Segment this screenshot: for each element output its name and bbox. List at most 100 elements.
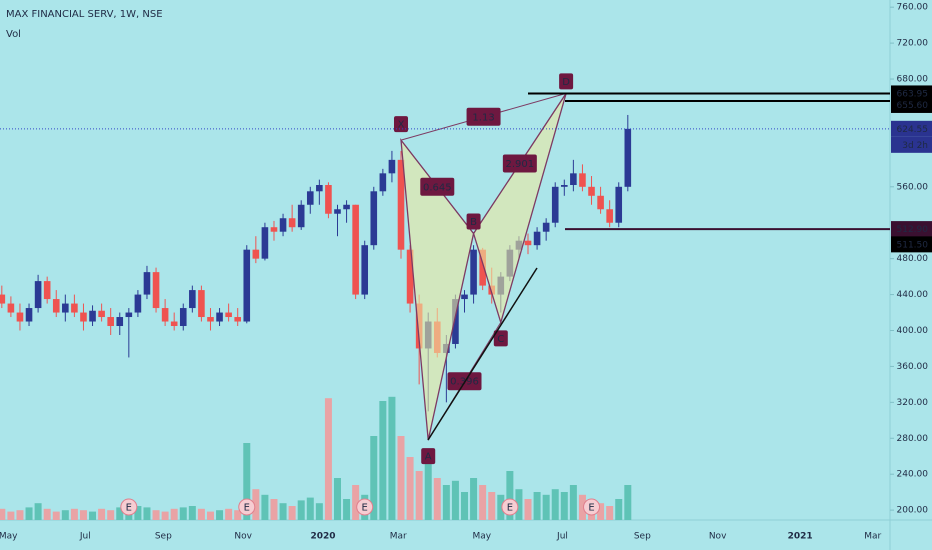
- candle-body: [16, 312, 24, 322]
- volume-bar: [70, 508, 78, 520]
- volume-bar: [424, 464, 432, 520]
- volume-bar: [197, 508, 205, 520]
- countdown-label: 3d 2h: [902, 141, 928, 151]
- volume-bar: [597, 503, 605, 520]
- volume-bar: [343, 499, 351, 520]
- candle-body: [306, 191, 314, 205]
- candle-body: [297, 204, 305, 228]
- candle-body: [107, 317, 114, 327]
- countdown-label-box: [891, 136, 932, 153]
- candle-body: [34, 281, 42, 309]
- volume-bar: [0, 508, 6, 520]
- earnings-label: E: [362, 503, 368, 514]
- volume-bar: [352, 485, 360, 520]
- volume-bar: [415, 471, 423, 520]
- volume-bar: [470, 478, 478, 520]
- ratio-label: 1.13: [472, 112, 494, 123]
- ratio-box: [420, 177, 455, 196]
- indicator-label: Vol: [6, 29, 21, 40]
- earnings-marker: [583, 498, 601, 516]
- candle-body: [98, 310, 105, 318]
- volume-bar: [615, 499, 623, 520]
- volume-bar: [116, 507, 124, 520]
- candle-body: [7, 303, 15, 313]
- x-tick-label: May: [472, 532, 491, 542]
- trend-line: [427, 267, 538, 441]
- volume-bar: [134, 506, 142, 520]
- candle-body: [533, 231, 541, 246]
- candle-body: [52, 299, 60, 313]
- candle-body: [397, 159, 405, 250]
- volume-bar: [406, 457, 414, 520]
- y-tick-label: 440.00: [897, 290, 929, 300]
- ratio-label: 0.645: [423, 182, 452, 193]
- pattern-point-label: B: [470, 217, 477, 228]
- ratio-box: [502, 154, 537, 173]
- candle-body: [270, 227, 278, 232]
- candle-body: [597, 195, 604, 210]
- x-tick-label: Nov: [709, 532, 727, 542]
- ratio-box: [466, 107, 501, 126]
- volume-bar: [624, 485, 632, 520]
- volume-bar: [461, 492, 469, 520]
- x-tick-label: Jul: [79, 532, 91, 542]
- y-tick-label: 280.00: [897, 434, 929, 444]
- candle-body: [542, 222, 550, 232]
- volume-bar: [606, 506, 614, 520]
- earnings-marker: [238, 498, 256, 516]
- volume-bar: [569, 485, 577, 520]
- candle-body: [606, 209, 613, 223]
- candle-body: [225, 312, 232, 318]
- volume-bar: [333, 478, 341, 520]
- volume-bar: [442, 485, 450, 520]
- candle-body: [406, 249, 414, 304]
- level-label-box: [891, 236, 932, 253]
- candle-body: [207, 317, 214, 322]
- earnings-label: E: [244, 503, 250, 514]
- volume-bar: [243, 443, 251, 520]
- candle-body: [125, 312, 133, 318]
- candle-body: [161, 308, 169, 322]
- candle-body: [243, 249, 251, 322]
- level-label: 655.60: [897, 101, 929, 111]
- candle-body: [370, 191, 378, 246]
- candle-body: [479, 249, 486, 286]
- candle-body: [143, 272, 151, 295]
- ratio-label: 2.901: [506, 159, 535, 170]
- volume-bar: [61, 510, 69, 520]
- volume-bar: [234, 510, 242, 520]
- volume-bar: [89, 511, 97, 520]
- level-label: 512.90: [897, 225, 929, 235]
- volume-bar: [542, 494, 550, 520]
- earnings-marker: [501, 498, 519, 516]
- pattern-point-label: A: [425, 452, 432, 463]
- volume-bar: [370, 436, 378, 520]
- pattern-point: [559, 73, 574, 90]
- candle-body: [279, 218, 287, 232]
- y-tick-label: 720.00: [897, 39, 929, 49]
- candle-body: [524, 240, 532, 246]
- volume-bar: [506, 471, 514, 520]
- candle-body: [116, 317, 124, 327]
- candle-body: [615, 186, 623, 223]
- last-price-label-box: [891, 120, 932, 137]
- volume-bar: [43, 508, 51, 520]
- candle-body: [80, 312, 87, 322]
- candle-body: [325, 185, 332, 214]
- pattern-point-label: C: [497, 334, 504, 345]
- pattern-point-label: D: [562, 77, 570, 88]
- candle-body: [252, 249, 260, 259]
- candle-body: [43, 281, 51, 300]
- candle-body: [379, 173, 387, 192]
- y-tick-label: 480.00: [897, 254, 929, 264]
- volume-bar: [188, 506, 196, 520]
- level-label: 663.95: [897, 89, 929, 99]
- volume-bar: [388, 396, 396, 520]
- volume-bar: [297, 500, 305, 520]
- volume-bar: [379, 401, 387, 520]
- volume-bar: [216, 510, 224, 520]
- volume-bar: [107, 510, 115, 520]
- volume-bar: [152, 510, 160, 520]
- earnings-label: E: [588, 503, 594, 514]
- candle-body: [570, 173, 577, 186]
